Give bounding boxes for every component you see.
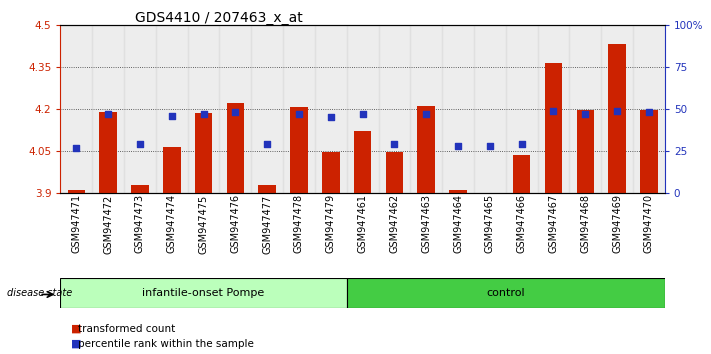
Text: ■: ■ (71, 339, 82, 349)
Bar (124, 25, 156, 193)
Bar (100, 112, 117, 193)
Bar (220, 25, 251, 193)
Text: disease state: disease state (7, 288, 73, 298)
Text: GDS4410 / 207463_x_at: GDS4410 / 207463_x_at (135, 11, 303, 25)
Point (389, 141, 400, 147)
Bar (156, 25, 188, 193)
Bar (258, 184, 276, 193)
Point (294, 111, 305, 117)
Bar (538, 25, 570, 193)
Bar (290, 108, 308, 193)
Bar (633, 25, 665, 193)
Point (230, 109, 241, 115)
Bar (227, 103, 244, 193)
Point (516, 141, 528, 147)
Bar (195, 113, 213, 193)
Bar (283, 25, 315, 193)
Bar (354, 131, 371, 193)
Bar (60, 25, 92, 193)
Bar (385, 152, 403, 193)
Bar (347, 25, 378, 193)
Bar (442, 25, 474, 193)
Text: control: control (486, 288, 525, 298)
Bar (417, 106, 435, 193)
Bar (92, 25, 124, 193)
Bar (474, 25, 506, 193)
Bar (410, 25, 442, 193)
Bar (640, 110, 658, 193)
Point (325, 114, 336, 120)
Point (262, 141, 273, 147)
Point (484, 143, 496, 149)
Bar (609, 44, 626, 193)
Point (547, 108, 559, 113)
Text: infantile-onset Pompe: infantile-onset Pompe (142, 288, 264, 298)
Bar (602, 25, 633, 193)
Bar (132, 184, 149, 193)
Point (134, 141, 146, 147)
Text: transformed count: transformed count (78, 324, 176, 333)
Text: ■: ■ (71, 324, 82, 333)
Bar (315, 25, 347, 193)
Bar (163, 147, 181, 193)
Bar (60, 278, 347, 308)
Bar (577, 110, 594, 193)
Point (357, 111, 368, 117)
Point (452, 143, 464, 149)
Bar (449, 190, 467, 193)
Bar (68, 190, 85, 193)
Point (166, 113, 178, 118)
Point (198, 111, 209, 117)
Point (579, 111, 591, 117)
Point (102, 111, 114, 117)
Point (643, 109, 655, 115)
Bar (188, 25, 220, 193)
Bar (513, 155, 530, 193)
Bar (378, 25, 410, 193)
Bar (570, 25, 602, 193)
Bar (506, 25, 538, 193)
Point (611, 108, 623, 113)
Point (70, 145, 82, 150)
Bar (347, 278, 665, 308)
Bar (251, 25, 283, 193)
Bar (545, 63, 562, 193)
Text: percentile rank within the sample: percentile rank within the sample (78, 339, 254, 349)
Bar (322, 152, 340, 193)
Point (420, 111, 432, 117)
